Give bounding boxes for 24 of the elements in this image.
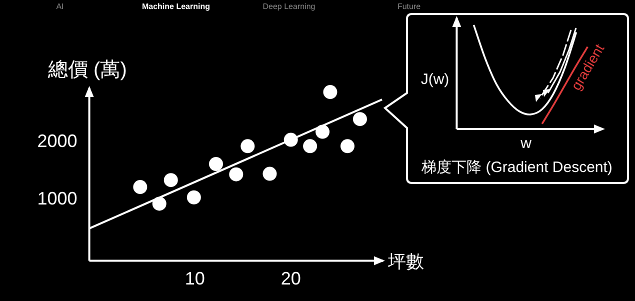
- text: Deep Learning: [262, 2, 316, 11]
- text: Future: [397, 2, 422, 11]
- text: Machine Learning: [142, 2, 210, 11]
- x-axis-title: 坪數: [387, 252, 424, 272]
- x-tick-label: 10: [184, 268, 205, 289]
- text: 梯度下降 (Gradient Descent): [420, 159, 612, 176]
- point: [262, 166, 277, 181]
- point: [340, 139, 354, 154]
- y-tick-label: 2000: [37, 130, 78, 151]
- point: [240, 139, 255, 154]
- point: [352, 112, 367, 126]
- y-axis-title: 總價 (萬): [47, 59, 127, 81]
- x-tick-label: 20: [280, 268, 301, 289]
- point: [229, 167, 244, 182]
- x-axis-title: w: [520, 135, 532, 152]
- text: AI: [56, 2, 64, 11]
- point: [323, 85, 338, 100]
- point: [186, 190, 201, 204]
- y-tick-label: 1000: [37, 188, 78, 209]
- point: [303, 139, 318, 154]
- point: [164, 173, 178, 188]
- y-axis-title: J(w): [420, 71, 450, 88]
- point: [208, 156, 223, 171]
- point: [133, 180, 148, 194]
